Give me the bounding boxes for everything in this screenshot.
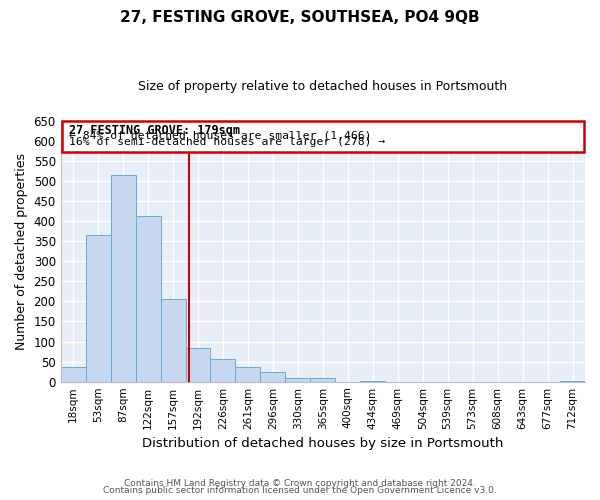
Text: ← 84% of detached houses are smaller (1,466): ← 84% of detached houses are smaller (1,… [70, 130, 372, 140]
Bar [260, 372, 286, 382]
Text: Contains HM Land Registry data © Crown copyright and database right 2024.: Contains HM Land Registry data © Crown c… [124, 478, 476, 488]
Bar [310, 378, 335, 382]
Bar [560, 381, 585, 382]
Bar [110, 175, 136, 382]
Bar [286, 378, 310, 382]
Bar [360, 381, 385, 382]
Title: Size of property relative to detached houses in Portsmouth: Size of property relative to detached ho… [138, 80, 508, 93]
Text: 16% of semi-detached houses are larger (278) →: 16% of semi-detached houses are larger (… [70, 136, 386, 146]
Text: Contains public sector information licensed under the Open Government Licence v3: Contains public sector information licen… [103, 486, 497, 495]
Bar [86, 235, 110, 382]
Bar [62, 120, 584, 152]
Text: 27, FESTING GROVE, SOUTHSEA, PO4 9QB: 27, FESTING GROVE, SOUTHSEA, PO4 9QB [120, 10, 480, 25]
Text: 27 FESTING GROVE: 179sqm: 27 FESTING GROVE: 179sqm [70, 124, 241, 137]
Bar [235, 367, 260, 382]
X-axis label: Distribution of detached houses by size in Portsmouth: Distribution of detached houses by size … [142, 437, 503, 450]
Bar [185, 348, 211, 382]
Bar [161, 298, 185, 382]
Y-axis label: Number of detached properties: Number of detached properties [15, 152, 28, 350]
Bar [61, 367, 86, 382]
Bar [136, 216, 161, 382]
Bar [211, 359, 235, 382]
